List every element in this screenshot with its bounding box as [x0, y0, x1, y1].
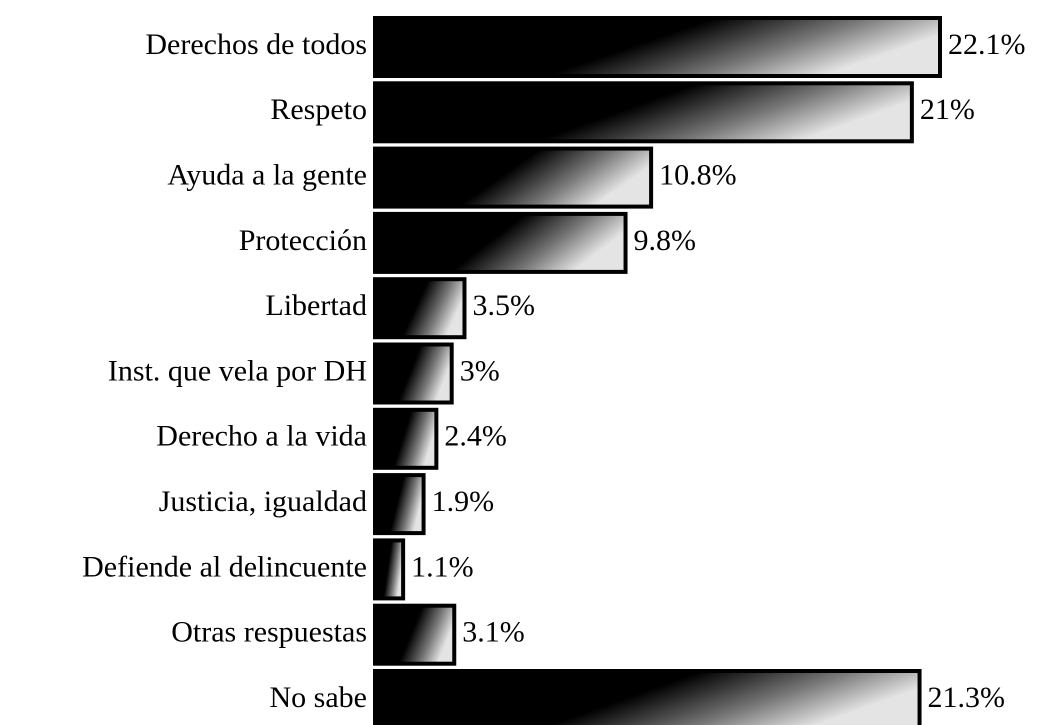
bar: [373, 81, 914, 144]
bar: [373, 342, 454, 405]
bar: [373, 16, 942, 78]
bar: [373, 211, 628, 274]
value-label: 2.4%: [444, 420, 507, 453]
value-label: 3.1%: [462, 616, 525, 649]
category-label: Inst. que vela por DH: [108, 354, 367, 387]
category-label: Defiende al delincuente: [82, 550, 367, 583]
value-label: 22.1%: [948, 28, 1026, 61]
bar: [373, 146, 654, 209]
bar: [373, 473, 426, 536]
category-label: Justicia, igualdad: [159, 485, 367, 518]
bar: [373, 603, 457, 666]
value-label: 1.1%: [411, 550, 474, 583]
value-label: 9.8%: [634, 224, 697, 257]
category-label: Respeto: [270, 93, 367, 126]
category-label: Otras respuestas: [171, 616, 367, 649]
value-label: 10.8%: [659, 158, 737, 191]
category-label: Libertad: [265, 289, 367, 322]
category-label: Protección: [239, 224, 367, 257]
value-label: 3%: [460, 354, 500, 387]
value-label: 3.5%: [472, 289, 534, 322]
value-label: 1.9%: [432, 485, 495, 518]
value-label: 21%: [920, 93, 975, 126]
bar: [373, 407, 439, 470]
category-label: Derecho a la vida: [156, 420, 367, 453]
category-label: No sabe: [270, 681, 367, 714]
category-label: Derechos de todos: [145, 28, 367, 61]
value-label: 21.3%: [928, 681, 1006, 714]
bar: [373, 669, 922, 725]
bar: [373, 277, 467, 340]
bar: [373, 538, 406, 601]
category-label: Ayuda a la gente: [167, 158, 367, 191]
